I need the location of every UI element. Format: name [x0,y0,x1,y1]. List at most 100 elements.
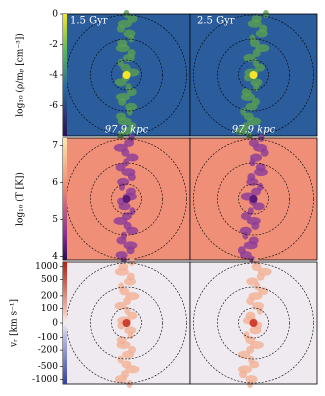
y-tick-label: -2 [49,40,58,50]
radius-circle [66,14,187,136]
y-tick-label: 100 [41,304,58,314]
filament [249,158,256,167]
y-tick-label: 6 [52,178,58,188]
radius-circle [90,38,163,112]
filament [254,282,261,291]
radius-circle [111,183,142,215]
filament [251,221,260,230]
y-axis-label: vᵣ [km s⁻¹] [10,299,20,348]
filament [240,212,251,221]
radius-circle [193,262,314,384]
filament [241,92,256,101]
filament [116,24,125,33]
filament [116,340,131,349]
filament [247,19,262,28]
radius-circle [66,262,187,384]
radius-circle [66,138,187,260]
y-tick-label: 1000 [35,262,58,272]
filament [256,272,265,281]
radius-circle [90,162,163,236]
filament [123,158,130,167]
core [249,319,258,327]
filament [118,97,127,106]
y-tick-label: -6 [49,101,58,111]
filament [123,297,132,306]
colorbar [63,138,67,260]
filament [123,241,138,250]
radius-circle [111,59,142,91]
filament [126,246,135,255]
filament [249,360,260,369]
scale-label: 97.9 kpc [105,125,149,136]
filament [114,267,129,276]
y-tick-label: -200 [38,346,58,356]
y-axis-label: log₁₀ (T [K]) [15,172,26,226]
filament [242,231,249,240]
y-tick-label: 200 [41,291,58,301]
filament [243,53,256,62]
y-tick-label: -1000 [32,375,58,385]
y-tick-label: -4 [49,71,58,81]
y-tick-label: 7 [52,141,58,151]
radius-circle [193,14,314,136]
time-label: 1.5 Gyr [70,16,108,27]
filament [239,251,252,260]
filament [252,49,261,58]
radius-circle [217,286,290,360]
filament [116,236,127,245]
filament [114,375,127,384]
filament [122,350,135,359]
filament [124,326,137,335]
filament [117,117,132,126]
filament [126,107,133,116]
core [122,71,131,79]
filament [115,44,130,53]
filament [122,53,135,62]
filament [119,287,130,296]
core [249,71,258,79]
filament [240,107,247,116]
y-tick-label: 500 [41,275,58,285]
filament [114,301,127,310]
filament [126,153,139,162]
filament [251,262,262,271]
y-tick-label: -100 [38,333,58,343]
filament [245,102,258,111]
filament [251,187,262,196]
filament [121,148,130,157]
filament [250,78,263,87]
filament [127,173,136,182]
filament [124,138,135,147]
filament [118,182,125,191]
core [249,195,258,203]
filament [246,177,259,186]
scale-label: 97.9 kpc [232,125,276,136]
filament [120,127,133,136]
y-tick-label: 0 [52,319,58,329]
radius-circle [217,38,290,112]
radius-circle [238,59,269,91]
filament [114,78,127,87]
filament [247,117,262,126]
filament [249,39,260,48]
filament [126,88,137,97]
filament [113,216,128,225]
radius-circle [238,307,269,339]
panel-frame [189,13,318,137]
radius-circle [217,162,290,236]
filament [243,241,258,250]
filament [124,277,137,286]
filament [246,297,255,306]
filament [239,226,252,235]
filament [255,63,266,72]
core [122,319,131,327]
filament [249,326,262,335]
filament [115,163,126,172]
filament [238,370,247,379]
colorbar [63,14,67,136]
core [122,195,131,203]
filament [237,350,250,359]
radius-circle [111,307,142,339]
filament [118,202,131,211]
